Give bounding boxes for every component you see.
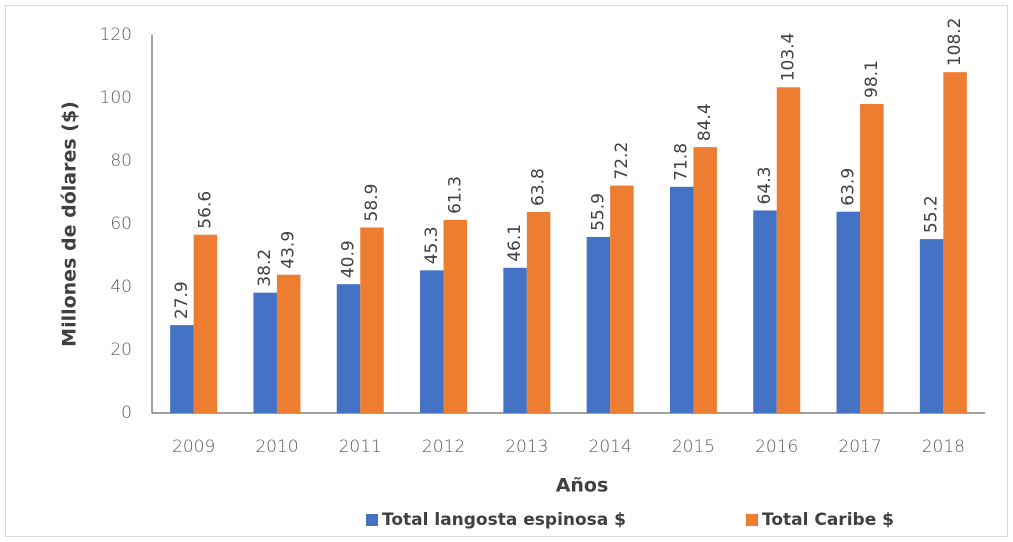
y-tick-label: 20 (110, 340, 132, 360)
x-tick-label: 2018 (922, 437, 965, 457)
bar (836, 211, 861, 413)
bar (193, 234, 218, 413)
x-axis-title: Años (556, 475, 609, 497)
x-tick-label: 2009 (172, 437, 215, 457)
chart-frame (5, 5, 1008, 537)
bar (860, 103, 884, 414)
data-label: 38.2 (255, 249, 275, 287)
x-tick-label: 2014 (589, 437, 632, 457)
bar (170, 325, 194, 413)
legend-label: Total langosta espinosa $ (382, 510, 626, 530)
bar (919, 239, 944, 413)
data-label: 27.9 (172, 281, 192, 319)
bar (420, 270, 444, 413)
data-label: 40.9 (339, 240, 359, 278)
bar (586, 236, 611, 413)
bar (943, 72, 967, 414)
data-label: 55.9 (588, 193, 608, 231)
data-label: 84.4 (695, 103, 715, 141)
bar (526, 212, 551, 413)
y-tick-label: 120 (100, 25, 132, 45)
legend-swatch (366, 514, 378, 526)
bar (276, 274, 301, 413)
data-label: 43.9 (279, 231, 299, 269)
bar (753, 210, 777, 413)
legend-swatch (746, 514, 758, 526)
y-tick-label: 60 (110, 214, 132, 234)
data-label: 63.8 (529, 168, 549, 206)
data-label: 56.6 (195, 191, 215, 229)
bar (360, 227, 384, 413)
data-label: 55.2 (922, 195, 942, 233)
y-axis-title: Millones de dólares ($) (59, 101, 81, 347)
data-label: 58.9 (362, 184, 382, 222)
x-tick-label: 2015 (672, 437, 715, 457)
bar (693, 147, 717, 413)
x-tick-label: 2010 (255, 437, 298, 457)
bar (610, 185, 634, 413)
bar (669, 186, 694, 413)
x-tick-label: 2017 (838, 437, 881, 457)
data-label: 45.3 (422, 226, 442, 264)
bar (253, 292, 277, 413)
data-label: 98.1 (862, 60, 882, 98)
data-label: 103.4 (779, 33, 799, 82)
bar (503, 267, 527, 413)
y-tick-label: 80 (110, 151, 132, 171)
data-label: 61.3 (445, 176, 465, 214)
data-label: 108.2 (945, 17, 965, 66)
y-tick-label: 100 (100, 88, 132, 108)
data-label: 71.8 (672, 143, 692, 181)
y-tick-label: 40 (110, 277, 132, 297)
legend-label: Total Caribe $ (762, 510, 894, 530)
data-label: 64.3 (755, 167, 775, 205)
bar (776, 87, 801, 413)
bar (336, 284, 361, 413)
bar (443, 219, 468, 413)
y-tick-label: 0 (121, 403, 132, 423)
x-tick-label: 2013 (505, 437, 548, 457)
data-label: 46.1 (505, 224, 525, 262)
data-label: 63.9 (838, 168, 858, 206)
x-tick-label: 2011 (339, 437, 382, 457)
x-tick-label: 2016 (755, 437, 798, 457)
x-tick-label: 2012 (422, 437, 465, 457)
data-label: 72.2 (612, 142, 632, 180)
